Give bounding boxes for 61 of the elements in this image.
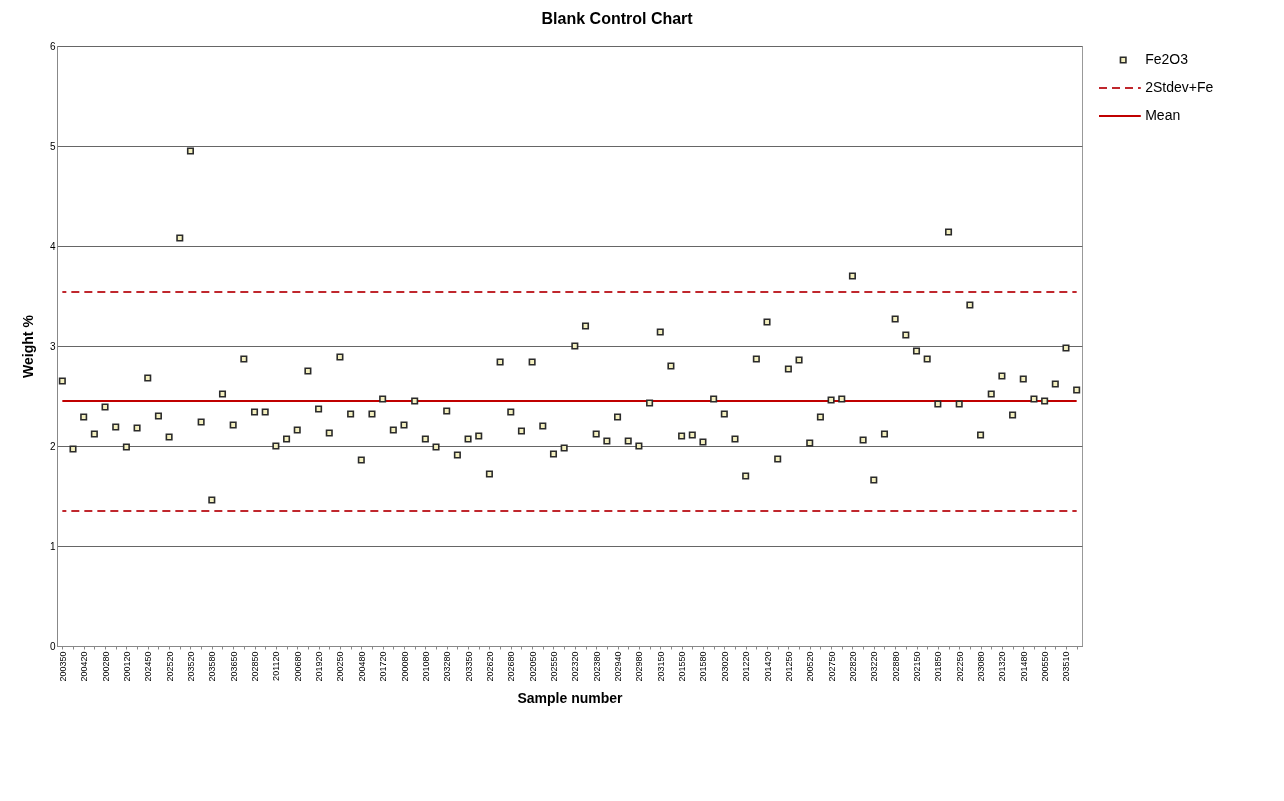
x-tick-label: 203150	[655, 651, 666, 682]
x-tick-label: 202450	[143, 651, 154, 682]
x-tick-label: 202850	[250, 651, 261, 682]
x-tick-label: 203220	[869, 651, 880, 682]
x-tick-label: 201720	[378, 651, 389, 682]
x-tick-label: 203080	[976, 651, 987, 682]
x-tick-label: 201220	[741, 651, 752, 682]
x-tick-label: 201080	[420, 651, 431, 682]
x-tick-label: 201120	[271, 651, 282, 681]
x-tick-label: 202320	[570, 651, 581, 682]
x-tick-label: 200520	[805, 651, 816, 682]
x-tick-label: 203580	[207, 651, 218, 682]
x-tick-label: 201480	[1018, 651, 1029, 682]
x-tick-label: 201420	[762, 651, 773, 682]
x-tick-label: 200550	[1040, 651, 1051, 682]
legend-label: 2Stdev+Fe	[1145, 79, 1214, 95]
chart-title: Blank Control Chart	[541, 9, 694, 27]
x-tick-label: 202380	[591, 651, 602, 682]
x-tick-label: 203510	[1061, 651, 1072, 682]
x-tick-label: 202880	[890, 651, 901, 682]
x-tick-label: 201920	[314, 651, 325, 682]
x-tick-label: 202680	[506, 651, 517, 682]
x-tick-label: 201550	[677, 651, 688, 682]
x-tick-label: 201320	[997, 651, 1008, 682]
x-tick-label: 203280	[442, 651, 453, 682]
x-tick-label: 201850	[933, 651, 944, 682]
y-tick-label: 4	[49, 240, 56, 252]
x-tick-label: 200080	[399, 651, 410, 682]
x-tick-label: 203350	[463, 651, 474, 682]
y-axis-title: Weight %	[19, 314, 36, 378]
x-tick-label: 202550	[548, 651, 559, 682]
x-tick-label: 200280	[100, 651, 111, 682]
x-tick-label: 202940	[613, 651, 624, 682]
y-tick-label: 1	[49, 540, 56, 552]
x-tick-label: 202520	[164, 651, 175, 682]
y-tick-label: 0	[49, 640, 56, 652]
x-tick-label: 202150	[912, 651, 923, 682]
x-tick-label: 200120	[121, 651, 132, 682]
y-tick-label: 6	[49, 40, 56, 52]
x-tick-label: 202750	[826, 651, 837, 682]
y-tick-label: 5	[49, 140, 56, 152]
x-tick-label: 202980	[634, 651, 645, 682]
x-tick-label: 202050	[527, 651, 538, 682]
x-tick-label: 200350	[57, 651, 68, 682]
x-tick-label: 202820	[847, 651, 858, 682]
x-tick-label: 201580	[698, 651, 709, 682]
y-tick-label: 2	[49, 440, 56, 452]
x-tick-label: 202250	[954, 651, 965, 682]
legend-label: Mean	[1145, 107, 1181, 123]
x-tick-label: 200250	[335, 651, 346, 682]
x-tick-label: 200420	[79, 651, 90, 682]
x-tick-label: 203020	[719, 651, 730, 682]
x-tick-label: 203650	[228, 651, 239, 682]
y-tick-label: 3	[49, 340, 56, 352]
x-tick-label: 200680	[292, 651, 303, 682]
x-tick-label: 202620	[484, 651, 495, 682]
x-tick-label: 203520	[185, 651, 196, 682]
legend-label: Fe2O3	[1145, 51, 1189, 67]
x-tick-label: 200480	[356, 651, 367, 682]
x-axis-title: Sample number	[517, 689, 624, 706]
x-tick-label: 201250	[783, 651, 794, 682]
